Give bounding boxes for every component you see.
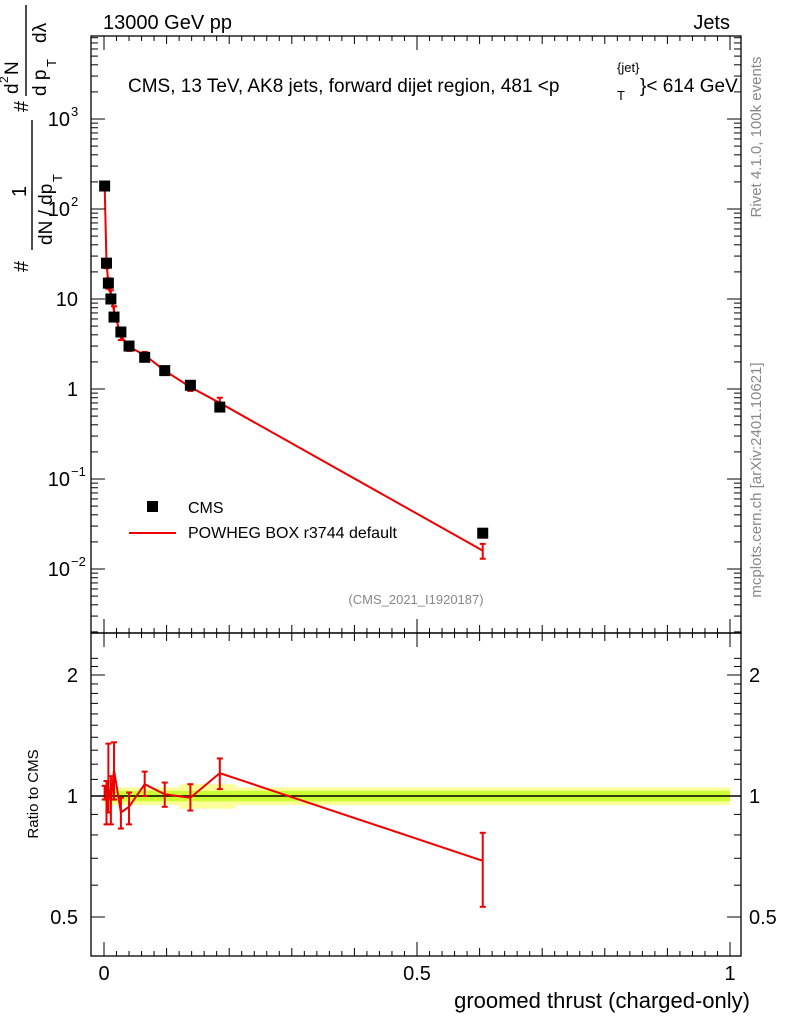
y-label-hash2: # (11, 100, 33, 112)
y-label-t1: T (50, 174, 65, 182)
data-point-0 (99, 180, 111, 192)
axes-frames (90, 35, 742, 957)
ratio-y-tick-label-right-1: 1 (749, 786, 760, 808)
y-label-two: 2 (0, 76, 11, 83)
plot-title-main: CMS, 13 TeV, AK8 jets, forward dijet reg… (128, 76, 559, 97)
data-point-5 (115, 326, 127, 338)
plot-title-tail: }< 614 GeV (640, 76, 738, 97)
ratio-frame (90, 632, 742, 957)
data-point-8 (159, 365, 171, 377)
ratio-points (101, 741, 486, 908)
y-label-dlambda: dλ (30, 22, 51, 43)
ratio-y-axis-label: Ratio to CMS (25, 749, 42, 838)
x-tick-label-0: 0 (98, 963, 109, 985)
plot-title: CMS, 13 TeV, AK8 jets, forward dijet reg… (128, 76, 559, 97)
data-point-4 (108, 311, 120, 323)
category-label: Jets (693, 12, 730, 34)
energy-label: 13000 GeV pp (103, 12, 232, 34)
plot-title-sub: T (617, 88, 625, 103)
main-y-axis-label: # 1 dN / dp T # d 2 N d p T dλ (0, 5, 65, 272)
y-tick-label-1: 10 (48, 199, 70, 221)
legend-mc-label: POWHEG BOX r3744 default (188, 525, 398, 542)
y-tick-label-0: 10 (48, 109, 70, 131)
x-tick-label-1: 0.5 (403, 963, 431, 985)
data-points (99, 180, 489, 539)
ratio-y-tick-label-right-2: 0.5 (749, 907, 777, 929)
main-frame (90, 35, 742, 634)
mcplots-label: mcplots.cern.ch [arXiv:2401.10621] (748, 362, 765, 597)
analysis-id: (CMS_2021_I1920187) (348, 592, 483, 607)
y-tick-label-4: 10 (48, 469, 70, 491)
y-tick-label-3: 1 (67, 379, 78, 401)
y-tick-exp-4: −1 (71, 464, 86, 479)
ratio-y-tick-label-left-0: 2 (67, 665, 78, 687)
y-label-one: 1 (9, 186, 31, 197)
y-tick-exp-5: −2 (71, 554, 86, 569)
data-point-6 (123, 340, 135, 352)
x-axis-label: groomed thrust (charged-only) (454, 988, 750, 1013)
y-tick-label-5: 10 (48, 559, 70, 581)
legend-data-marker (147, 501, 158, 512)
y-label-t2: T (44, 59, 59, 67)
data-point-10 (214, 401, 226, 413)
uncertainty-bands (91, 784, 741, 809)
y-tick-exp-1: 2 (71, 194, 78, 209)
y-label-d: d (2, 83, 23, 94)
data-point-7 (139, 351, 151, 363)
y-tick-label-2: 10 (56, 289, 78, 311)
y-label-dndpt: dN / dp (36, 184, 57, 245)
plot-title-sup: {jet} (617, 60, 640, 75)
data-point-2 (102, 277, 114, 289)
ratio-y-tick-label-right-0: 2 (749, 665, 760, 687)
x-tick-label-2: 1 (724, 963, 735, 985)
y-label-hash1: # (11, 260, 33, 272)
ratio-y-tick-label-left-2: 0.5 (50, 907, 78, 929)
y-tick-exp-0: 3 (71, 104, 78, 119)
ratio-line (103, 769, 484, 862)
data-point-9 (184, 379, 196, 391)
legend-data-label: CMS (188, 500, 224, 517)
legend: CMS POWHEG BOX r3744 default (129, 500, 398, 542)
data-point-1 (101, 257, 113, 269)
y-label-n: N (2, 61, 23, 75)
data-point-3 (105, 293, 117, 305)
y-label-dpt: d p (30, 70, 51, 96)
ratio-y-tick-label-left-1: 1 (67, 786, 78, 808)
data-point-11 (477, 527, 489, 539)
rivet-label: Rivet 4.1.0, 100k events (748, 57, 765, 218)
